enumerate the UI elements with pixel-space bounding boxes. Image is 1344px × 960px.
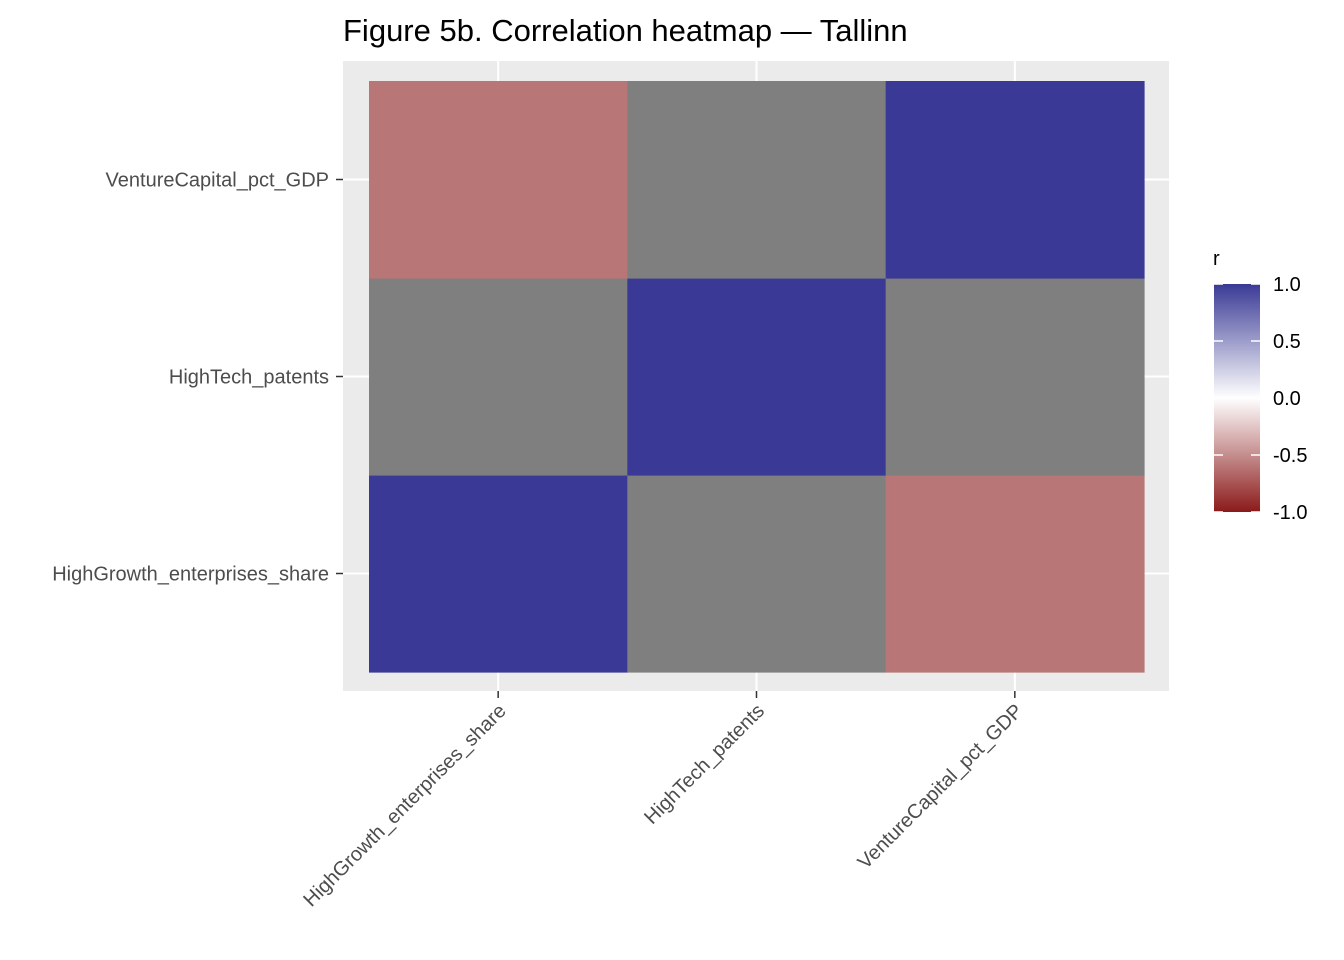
heatmap-cell — [627, 81, 887, 279]
legend-title: r — [1213, 248, 1220, 270]
heatmap-cell — [885, 475, 1145, 673]
legend-tick-label: 1.0 — [1273, 274, 1301, 296]
heatmap-cell — [885, 278, 1145, 476]
legend-tick-label: 0.0 — [1273, 388, 1301, 410]
heatmap-cell — [369, 81, 628, 279]
y-tick-label: HighTech_patents — [169, 367, 329, 389]
heatmap-cell — [627, 278, 887, 476]
legend-ticks: 1.0 0.5 0.0 -0.5 -1.0 — [1214, 274, 1307, 524]
x-axis: HighGrowth_enterprises_share HighTech_pat… — [299, 691, 1027, 911]
y-tick-label: HighGrowth_enterprises_share — [52, 564, 329, 586]
legend-tick-label: 0.5 — [1273, 331, 1301, 353]
y-tick-label: VentureCapital_pct_GDP — [106, 170, 329, 192]
chart-title: Figure 5b. Correlation heatmap — Tallinn — [343, 13, 908, 48]
x-tick-label: VentureCapital_pct_GDP — [854, 700, 1028, 874]
legend-tick-label: -0.5 — [1273, 445, 1307, 467]
heatmap-cell — [885, 81, 1145, 279]
heatmap-cell — [627, 475, 887, 673]
heatmap-cell — [369, 475, 628, 673]
y-axis: HighGrowth_enterprises_share HighTech_pat… — [52, 170, 343, 586]
heatmap-cell — [369, 278, 628, 476]
x-tick-label: HighGrowth_enterprises_share — [299, 700, 510, 911]
legend: r 1.0 0.5 0.0 -0.5 -1.0 — [1213, 248, 1307, 524]
x-tick-label: HighTech_patents — [640, 700, 769, 829]
heatmap-cells — [369, 81, 1145, 673]
legend-tick-label: -1.0 — [1273, 502, 1307, 524]
